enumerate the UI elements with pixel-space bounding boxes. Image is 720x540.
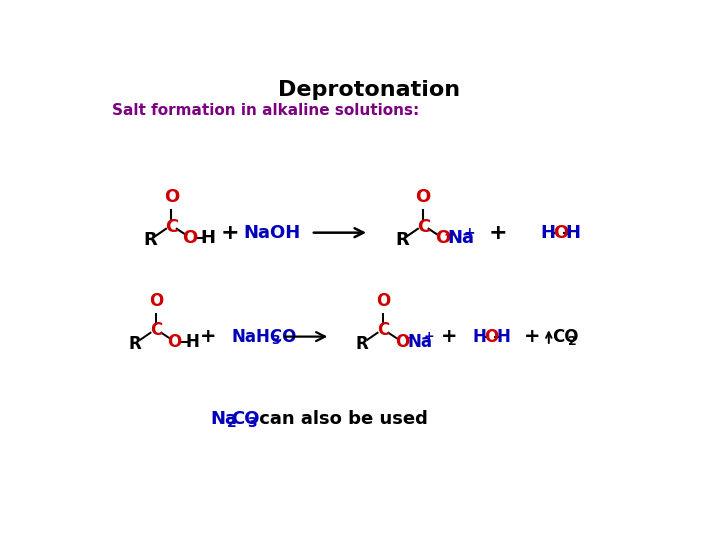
Text: O: O xyxy=(163,188,179,206)
Text: O: O xyxy=(553,224,568,242)
Text: O: O xyxy=(376,293,390,310)
Text: NaOH: NaOH xyxy=(243,224,301,242)
Text: −: − xyxy=(444,227,456,241)
Text: +: + xyxy=(441,327,458,346)
Text: H: H xyxy=(497,328,510,346)
Text: H: H xyxy=(565,224,580,242)
Text: H: H xyxy=(185,333,199,351)
Text: O: O xyxy=(182,229,197,247)
Text: O: O xyxy=(435,229,450,247)
Text: C: C xyxy=(377,321,389,340)
Text: CO: CO xyxy=(552,328,578,346)
Text: Na: Na xyxy=(210,410,237,428)
Text: H: H xyxy=(200,229,215,247)
Text: CO: CO xyxy=(231,410,259,428)
Text: 2: 2 xyxy=(568,335,577,348)
Text: +: + xyxy=(220,222,239,242)
Text: R: R xyxy=(143,231,158,248)
Text: +: + xyxy=(523,327,540,346)
Text: C: C xyxy=(165,218,178,235)
Text: Na: Na xyxy=(408,333,433,351)
Text: Salt formation in alkaline solutions:: Salt formation in alkaline solutions: xyxy=(112,103,419,118)
Text: Deprotonation: Deprotonation xyxy=(278,80,460,100)
Text: R: R xyxy=(356,335,369,353)
Text: NaHCO: NaHCO xyxy=(232,328,297,346)
Text: O: O xyxy=(149,293,163,310)
Text: O: O xyxy=(167,333,181,351)
Text: +: + xyxy=(423,330,434,343)
Text: 3: 3 xyxy=(271,334,280,347)
Text: C: C xyxy=(150,321,162,340)
Text: +: + xyxy=(199,327,216,346)
Text: +: + xyxy=(489,222,508,242)
Text: R: R xyxy=(129,335,141,353)
Text: O: O xyxy=(395,333,410,351)
Text: C: C xyxy=(417,218,430,235)
Text: can also be used: can also be used xyxy=(253,410,428,428)
Text: O: O xyxy=(415,188,431,206)
Text: 3: 3 xyxy=(248,416,257,430)
Text: Na: Na xyxy=(447,229,474,247)
Text: R: R xyxy=(395,231,409,248)
Text: H: H xyxy=(472,328,486,346)
Text: −: − xyxy=(404,332,415,345)
Text: O: O xyxy=(485,328,498,346)
Text: +: + xyxy=(463,226,474,240)
Text: H: H xyxy=(541,224,556,242)
Text: 2: 2 xyxy=(226,416,236,430)
